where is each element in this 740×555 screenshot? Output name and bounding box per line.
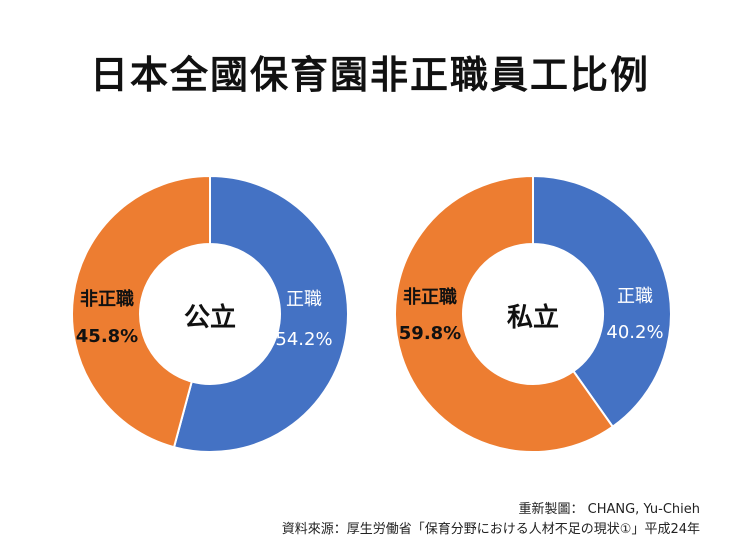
slice-public-regular (172, 174, 349, 453)
slice-private-nonregular (394, 174, 615, 453)
source-credit: 資料來源：厚生労働省「保育分野における人材不足の現状①」平成24年 (281, 522, 700, 537)
value-public-regular: 54.2% (275, 329, 332, 350)
slice-public-nonregular (71, 174, 211, 449)
redraw-credit: 重新製圖： CHANG, Yu-Chieh (518, 502, 701, 517)
label-public-nonregular: 非正職 (80, 288, 134, 310)
slice-private-regular (532, 174, 672, 429)
label-public-regular: 正職 (286, 289, 322, 310)
center-label-private: 私立 (507, 302, 559, 333)
value-private-nonregular: 59.8% (399, 323, 461, 344)
donut-public: 公立 正職 54.2% 非正職 45.8% (71, 174, 349, 453)
donut-private: 私立 正職 40.2% 非正職 59.8% (394, 174, 672, 453)
label-private-nonregular: 非正職 (403, 286, 457, 308)
value-private-regular: 40.2% (606, 322, 663, 343)
center-label-public: 公立 (184, 302, 236, 333)
chart-title: 日本全國保育園非正職員工比例 (89, 53, 650, 97)
value-public-nonregular: 45.8% (76, 326, 138, 347)
label-private-regular: 正職 (617, 286, 653, 307)
